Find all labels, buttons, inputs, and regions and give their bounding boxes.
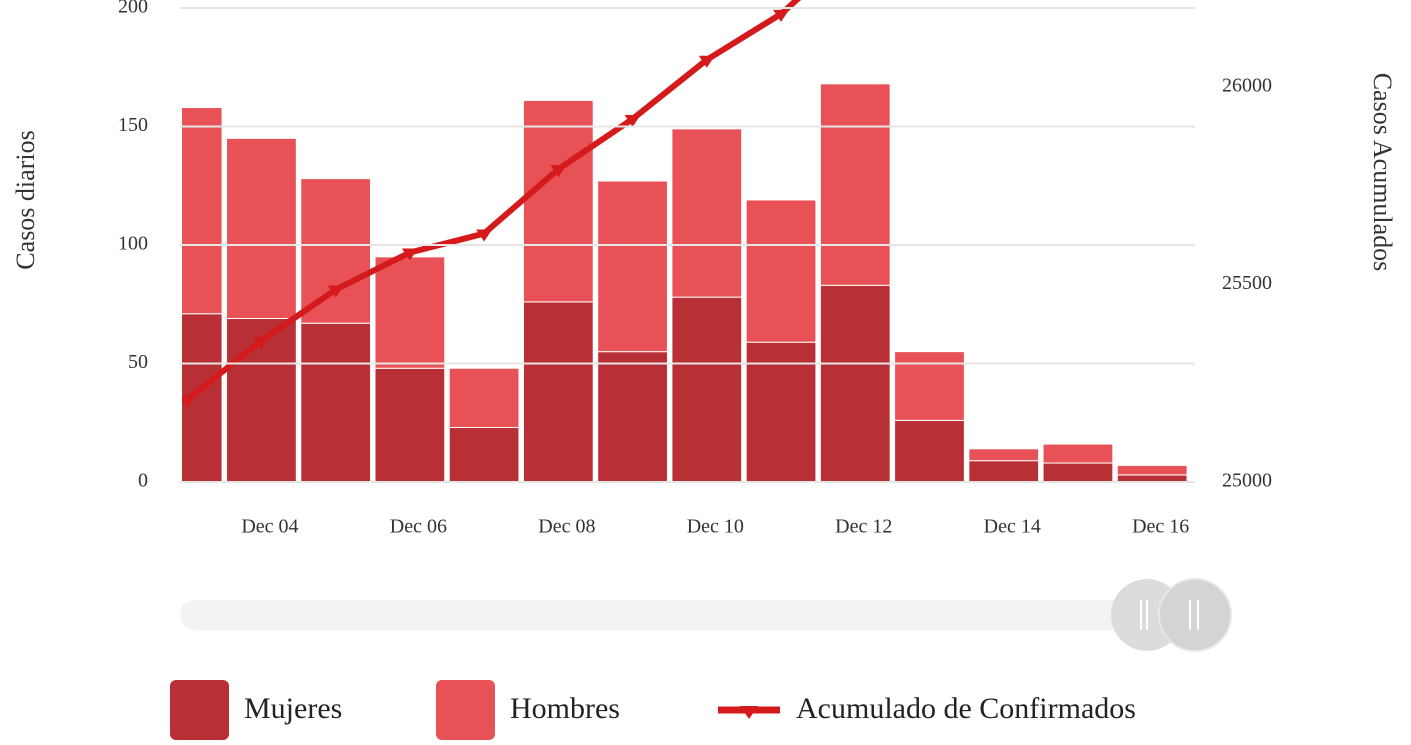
bar: [894, 419, 965, 482]
bar: [374, 256, 446, 369]
legend-label: Acumulado de Confirmados: [796, 692, 1136, 725]
legend-item[interactable]: Acumulado de Confirmados: [718, 692, 1136, 725]
bar: [448, 367, 520, 428]
slider-track: [180, 600, 1170, 630]
bar: [671, 128, 743, 298]
line-marker: [550, 165, 567, 178]
legend-label: Mujeres: [244, 692, 342, 725]
slider-handle[interactable]: [1158, 578, 1232, 652]
bar: [671, 296, 743, 482]
y-tick-label: 50: [128, 351, 148, 373]
line-marker: [624, 114, 641, 127]
bar: [819, 284, 891, 482]
legend-item[interactable]: Mujeres: [170, 680, 342, 740]
y-tick-label: 100: [118, 233, 148, 255]
bar: [968, 460, 1040, 482]
range-slider[interactable]: [180, 578, 1232, 652]
bar: [1042, 462, 1114, 482]
x-tick-label: Dec 08: [538, 516, 595, 538]
y2-tick-label: 25500: [1222, 272, 1272, 294]
line-marker: [401, 248, 418, 261]
bar: [968, 448, 1040, 462]
bar: [597, 180, 668, 353]
x-tick-label: Dec 16: [1132, 516, 1189, 538]
bar: [1116, 474, 1188, 482]
y-tick-label: 0: [138, 470, 148, 492]
bar: [819, 83, 891, 286]
bar: [300, 322, 372, 482]
bar: [182, 107, 223, 315]
bar: [522, 301, 594, 482]
plot-area: [182, 0, 1188, 482]
x-tick-label: Dec 10: [687, 516, 744, 538]
legend-label: Hombres: [510, 692, 620, 725]
legend-item[interactable]: Hombres: [436, 680, 620, 740]
bar: [522, 99, 594, 303]
bar: [448, 426, 520, 482]
line: [185, 0, 802, 403]
bar: [300, 178, 372, 324]
legend-swatch: [170, 680, 229, 740]
x-tick-label: Dec 12: [835, 516, 892, 538]
line-marker: [773, 9, 790, 22]
x-tick-label: Dec 14: [984, 516, 1041, 538]
bar: [1042, 443, 1114, 464]
line-marker: [182, 395, 196, 408]
line-marker: [698, 55, 715, 68]
bar: [745, 199, 817, 343]
y-tick-label: 150: [118, 114, 148, 136]
y-axis-title: Casos diarios: [11, 130, 40, 269]
bar: [374, 367, 446, 482]
bar: [1116, 464, 1188, 476]
bar: [745, 341, 817, 482]
x-tick-label: Dec 04: [241, 516, 298, 538]
legend-marker: [740, 706, 758, 719]
bar: [226, 137, 297, 319]
y2-tick-label: 25000: [1222, 470, 1272, 492]
line-marker: [253, 336, 270, 349]
handle-grip: [1140, 600, 1199, 630]
line-marker: [476, 229, 493, 242]
bar: [894, 351, 965, 421]
y2-axis-title: Casos Acumulados: [1368, 73, 1397, 272]
y-tick-label: 200: [118, 0, 148, 18]
x-tick-label: Dec 06: [390, 516, 447, 538]
legend-swatch: [436, 680, 495, 740]
y2-tick-label: 26000: [1222, 75, 1272, 97]
line-marker: [327, 285, 344, 298]
bar: [597, 351, 668, 482]
